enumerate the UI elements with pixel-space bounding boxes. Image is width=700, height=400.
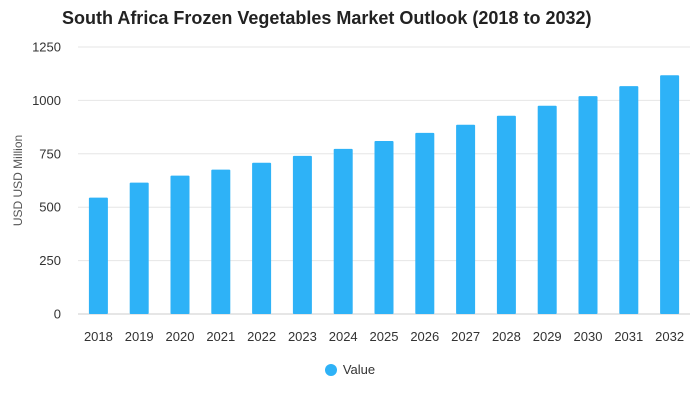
x-tick-label: 2024: [329, 329, 358, 344]
bar-2031[interactable]: [619, 86, 639, 314]
x-tick-label: 2018: [84, 329, 113, 344]
x-tick-label: 2026: [410, 329, 439, 344]
y-tick-label: 250: [39, 253, 61, 268]
x-tick-label: 2029: [533, 329, 562, 344]
bar-2020[interactable]: [170, 175, 190, 314]
bar-2024[interactable]: [333, 148, 353, 314]
bar-2019[interactable]: [129, 182, 149, 314]
x-tick-label: 2020: [166, 329, 195, 344]
y-tick-label: 0: [54, 307, 61, 322]
bar-2027[interactable]: [456, 124, 476, 314]
x-axis: 2018 2019 2020 2021 2022 2023 2024 2025 2026 2027…: [84, 329, 684, 344]
chart-title: South Africa Frozen Vegetables Market Ou…: [62, 8, 592, 28]
y-tick-label: 1000: [32, 93, 61, 108]
x-tick-label: 2021: [206, 329, 235, 344]
legend[interactable]: Value: [0, 362, 700, 377]
bar-2021[interactable]: [211, 169, 231, 314]
legend-swatch-value: [324, 363, 337, 376]
legend-label-value: Value: [342, 362, 376, 377]
bar-2023[interactable]: [292, 155, 312, 314]
bar-series: [88, 75, 680, 315]
bar-2028[interactable]: [496, 115, 516, 314]
x-tick-label: 2028: [492, 329, 521, 344]
y-tick-label: 500: [39, 200, 61, 215]
y-tick-label: 1250: [32, 40, 61, 55]
x-tick-label: 2031: [614, 329, 643, 344]
x-tick-label: 2030: [574, 329, 603, 344]
x-tick-label: 2019: [125, 329, 154, 344]
y-axis: 0 250 500 750 1000 1250: [32, 40, 61, 322]
bar-2030[interactable]: [578, 96, 598, 315]
x-tick-label: 2027: [451, 329, 480, 344]
bar-2022[interactable]: [252, 162, 272, 314]
bar-2032[interactable]: [660, 75, 680, 315]
y-axis-title: USD USD Million: [11, 135, 25, 226]
bar-2018[interactable]: [88, 197, 108, 314]
x-tick-label: 2023: [288, 329, 317, 344]
x-tick-label: 2025: [370, 329, 399, 344]
y-tick-label: 750: [39, 146, 61, 161]
x-tick-label: 2032: [655, 329, 684, 344]
bar-2025[interactable]: [374, 140, 394, 314]
x-tick-label: 2022: [247, 329, 276, 344]
bar-2026[interactable]: [415, 132, 435, 314]
bar-2029[interactable]: [537, 105, 557, 315]
